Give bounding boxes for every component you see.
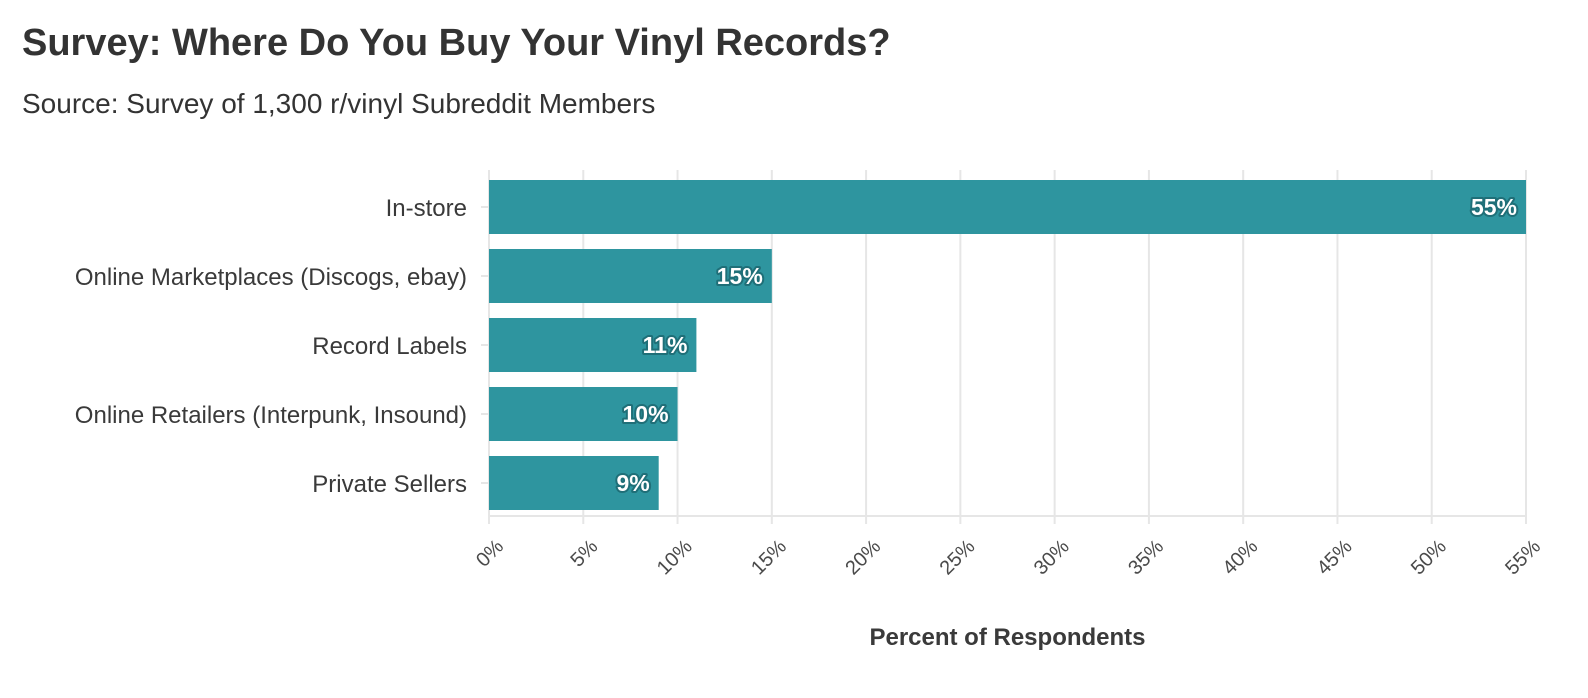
category-label: Online Retailers (Interpunk, Insound): [75, 402, 467, 429]
chart-title: Survey: Where Do You Buy Your Vinyl Reco…: [22, 22, 891, 64]
x-tick-label: 10%: [653, 535, 697, 579]
bar: [489, 318, 697, 372]
x-tick-label: 20%: [841, 535, 885, 579]
x-tick-label: 0%: [472, 535, 508, 571]
bars: [489, 180, 1526, 510]
category-label: Record Labels: [312, 333, 467, 360]
bar-value-label: 10%: [622, 401, 668, 427]
chart-subtitle: Source: Survey of 1,300 r/vinyl Subreddi…: [22, 88, 656, 119]
bar: [489, 387, 678, 441]
category-label: Online Marketplaces (Discogs, ebay): [75, 264, 467, 291]
x-tick-label: 55%: [1501, 535, 1545, 579]
bar-value-label: 15%: [717, 263, 763, 289]
x-tick-label: 30%: [1030, 535, 1074, 579]
x-tick-label: 45%: [1313, 535, 1357, 579]
category-label: Private Sellers: [312, 471, 467, 498]
x-tick-label: 5%: [566, 535, 602, 571]
category-label: In-store: [386, 195, 467, 222]
bar-value-label: 9%: [616, 470, 649, 496]
bar: [489, 456, 659, 510]
bar-value-label: 11%: [643, 332, 688, 358]
x-tick-label: 15%: [747, 535, 791, 579]
bar: [489, 180, 1526, 234]
x-tick-label: 50%: [1407, 535, 1451, 579]
x-axis-title: Percent of Respondents: [869, 624, 1145, 651]
category-labels: In-store Online Marketplaces (Discogs, eb…: [75, 195, 467, 498]
bar-value-labels: 55% 15% 11% 10% 9%: [614, 192, 1519, 498]
bar: [489, 249, 772, 303]
x-tick-label: 35%: [1124, 535, 1168, 579]
x-tick-label: 40%: [1218, 535, 1262, 579]
x-tick-labels: 0% 5% 10% 15% 20% 25% 30% 35% 40% 45% 50% 55%: [472, 535, 1545, 579]
x-tick-label: 25%: [936, 535, 980, 579]
bar-value-label: 55%: [1471, 194, 1517, 220]
